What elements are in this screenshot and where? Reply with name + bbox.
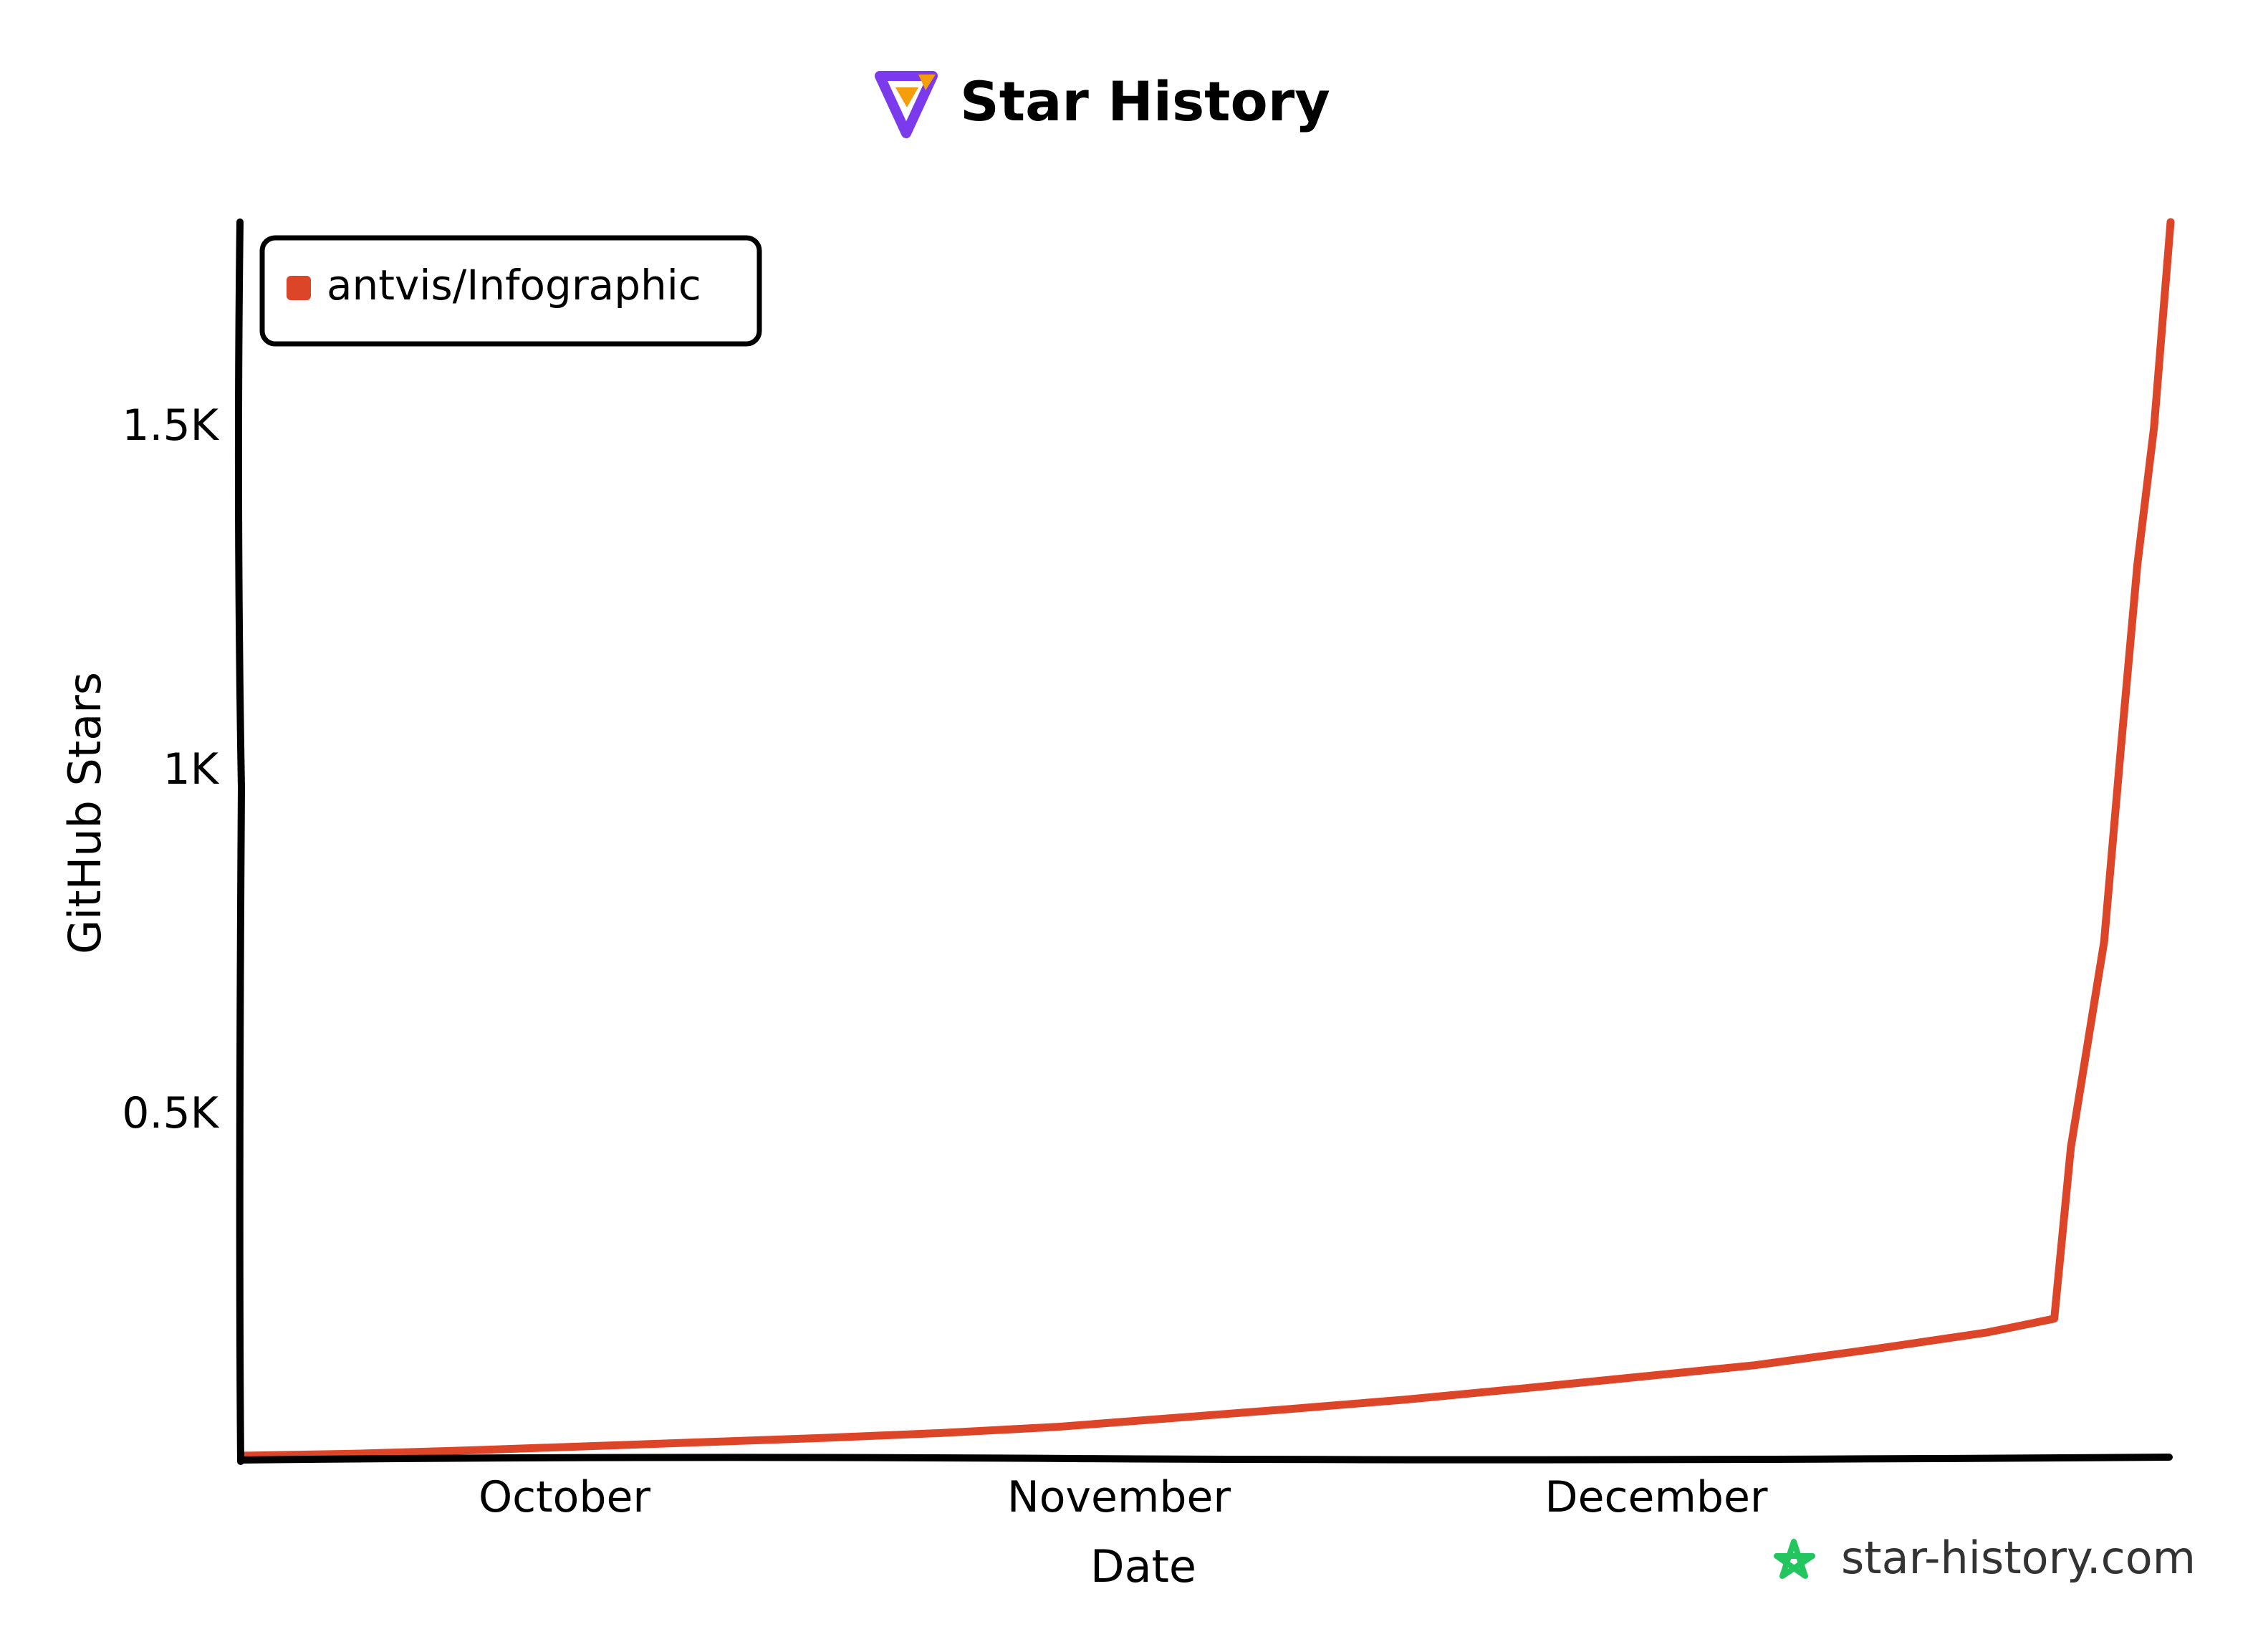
x-tick-label: November [1007,1472,1231,1522]
y-tick-label: 1K [163,744,219,794]
y-axis [234,218,246,1465]
y-tick-label: 1.5K [122,400,219,451]
y-axis-label: GitHub Stars [59,672,111,954]
x-axis-label: Date [1090,1540,1196,1593]
y-tick-label: 0.5K [122,1088,219,1138]
footer-brand: star-history.com [1841,1532,2196,1584]
x-axis [237,1454,2173,1464]
chart-title: Star History [960,69,1330,133]
legend-label: antvis/Infographic [327,261,701,309]
x-tick-label: October [479,1472,650,1522]
legend-box [259,235,762,347]
x-tick-label: December [1544,1472,1767,1522]
legend-swatch [287,276,311,300]
star-history-icon [1774,1539,1815,1579]
series-line-antvis-infographic [238,218,2175,1460]
legend: antvis/Infographic [259,235,762,347]
star-history-logo-icon [875,71,938,138]
